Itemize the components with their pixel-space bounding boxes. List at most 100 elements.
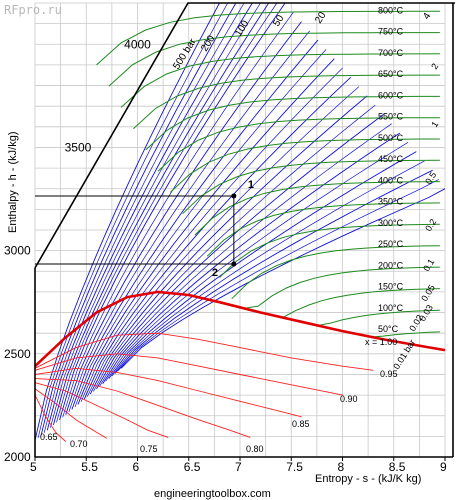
isobar-line — [83, 76, 352, 400]
isobar-label: 500 bar — [171, 36, 199, 71]
isobar-line — [102, 132, 401, 384]
isotherm-label: 100°C — [378, 303, 404, 313]
isotherm-label: 800°C — [378, 5, 404, 15]
isobar-line — [93, 104, 376, 392]
isotherm-label: 250°C — [378, 239, 404, 249]
isotherm-line — [157, 117, 440, 172]
isobar-line — [34, 2, 220, 441]
isotherm-label: 450°C — [378, 154, 404, 164]
isobar-line — [65, 21, 302, 415]
isotherm-line — [96, 10, 440, 66]
isotherm-line — [219, 223, 440, 278]
isobar-label: 1 — [429, 120, 440, 130]
isobar-line — [71, 39, 319, 410]
x-tick-label: 8.5 — [389, 460, 406, 474]
saturation-label: x = 1.00 — [365, 337, 397, 347]
watermark: RFpro.ru — [4, 3, 62, 17]
quality-line — [34, 378, 251, 438]
x-tick-label: 9 — [440, 460, 447, 474]
isotherm-label: 400°C — [378, 175, 404, 185]
quality-label: 0.85 — [292, 419, 310, 429]
isobar-line — [68, 30, 310, 413]
isotherm-label: 650°C — [378, 69, 404, 79]
quality-line — [34, 394, 67, 442]
chart-outline-top — [34, 2, 455, 269]
isotherm-label: 50°C — [378, 324, 399, 334]
isobar-line — [86, 86, 360, 397]
isotherm-label: 150°C — [378, 282, 404, 292]
state-point-label: 2 — [212, 267, 218, 279]
quality-label: 0.80 — [246, 444, 264, 454]
isotherm-line — [206, 202, 440, 257]
quality-label: 0.70 — [70, 439, 88, 449]
x-tick-label: 6 — [133, 460, 140, 474]
footer-credit: engineeringtoolbox.com — [154, 488, 271, 500]
y-axis-label: Enthalpy - h - (kJ/kg) — [7, 132, 19, 233]
y-tick-label: 4000 — [124, 37, 151, 51]
state-point-1 — [231, 193, 237, 199]
isobar-line — [111, 160, 425, 377]
isotherm-label: 200°C — [378, 260, 404, 270]
state-point-2 — [231, 261, 237, 267]
quality-label: 0.95 — [380, 369, 398, 379]
isobar-label: 4 — [421, 11, 434, 22]
y-tick-label: 2000 — [4, 450, 31, 464]
x-tick-label: 5.5 — [81, 460, 98, 474]
x-tick-label: 6.5 — [184, 460, 201, 474]
isobar-line — [74, 49, 327, 408]
isobar-line — [77, 58, 335, 405]
x-axis-label: Entropy - s - (kJ/K kg) — [315, 473, 421, 485]
saturation-curve — [34, 290, 446, 368]
isotherm-line — [120, 53, 440, 108]
isotherm-label: 700°C — [378, 48, 404, 58]
chart-frame — [34, 2, 455, 461]
x-tick-label: 7 — [235, 460, 242, 474]
isobar-line — [80, 67, 343, 402]
isotherm-line — [108, 32, 440, 87]
isobar-line — [59, 2, 286, 421]
isobar-label: 0.05 — [419, 283, 437, 303]
chart-labels: 1 2 5 5.5 6 6.5 7 7.5 8 8.5 9 2000 2500 3000 3500 4000 8… — [4, 5, 447, 474]
isobar-line — [114, 169, 433, 374]
x-tick-label: 7.5 — [286, 460, 303, 474]
y-tick-label: 3500 — [65, 140, 92, 154]
isotherm-line — [194, 181, 440, 236]
y-tick-label: 2500 — [4, 347, 31, 361]
isobar-line — [105, 142, 409, 382]
isobar-line — [52, 2, 270, 426]
quality-line — [34, 332, 374, 371]
isobar-label: 0.5 — [423, 170, 438, 186]
isobar-line — [99, 123, 392, 387]
quality-label: 0.65 — [40, 432, 58, 442]
isobar-line — [62, 12, 294, 418]
y-tick-label: 3000 — [4, 244, 31, 258]
isotherm-line — [256, 288, 440, 319]
isotherm-line — [182, 159, 440, 215]
isobar-line — [50, 2, 261, 428]
state-point-label: 1 — [248, 179, 254, 191]
isobar-line — [89, 95, 368, 395]
isotherm-label: 600°C — [378, 90, 404, 100]
quality-line — [34, 353, 343, 396]
grid — [34, 2, 446, 458]
isotherm-label: 350°C — [378, 197, 404, 207]
isotherm-line — [244, 266, 440, 309]
isotherm-label: 300°C — [378, 218, 404, 228]
isobar-label: 50 — [271, 13, 286, 29]
quality-line — [34, 367, 302, 418]
quality-line — [34, 382, 169, 438]
isotherm-line — [133, 74, 440, 130]
isobar-label: 2 — [429, 62, 440, 72]
isobar-label: 0.2 — [423, 217, 438, 233]
quality-line — [34, 388, 108, 439]
isotherm-line — [145, 95, 440, 151]
isobar-line — [117, 179, 439, 372]
isobar-line — [120, 188, 446, 369]
isobar-line — [56, 2, 278, 423]
isobar-line — [108, 151, 417, 379]
isotherm-label: 750°C — [378, 27, 404, 37]
isobar-label: 0.1 — [421, 257, 436, 273]
isobar-line — [40, 2, 237, 436]
isotherm-label: 550°C — [378, 112, 404, 122]
